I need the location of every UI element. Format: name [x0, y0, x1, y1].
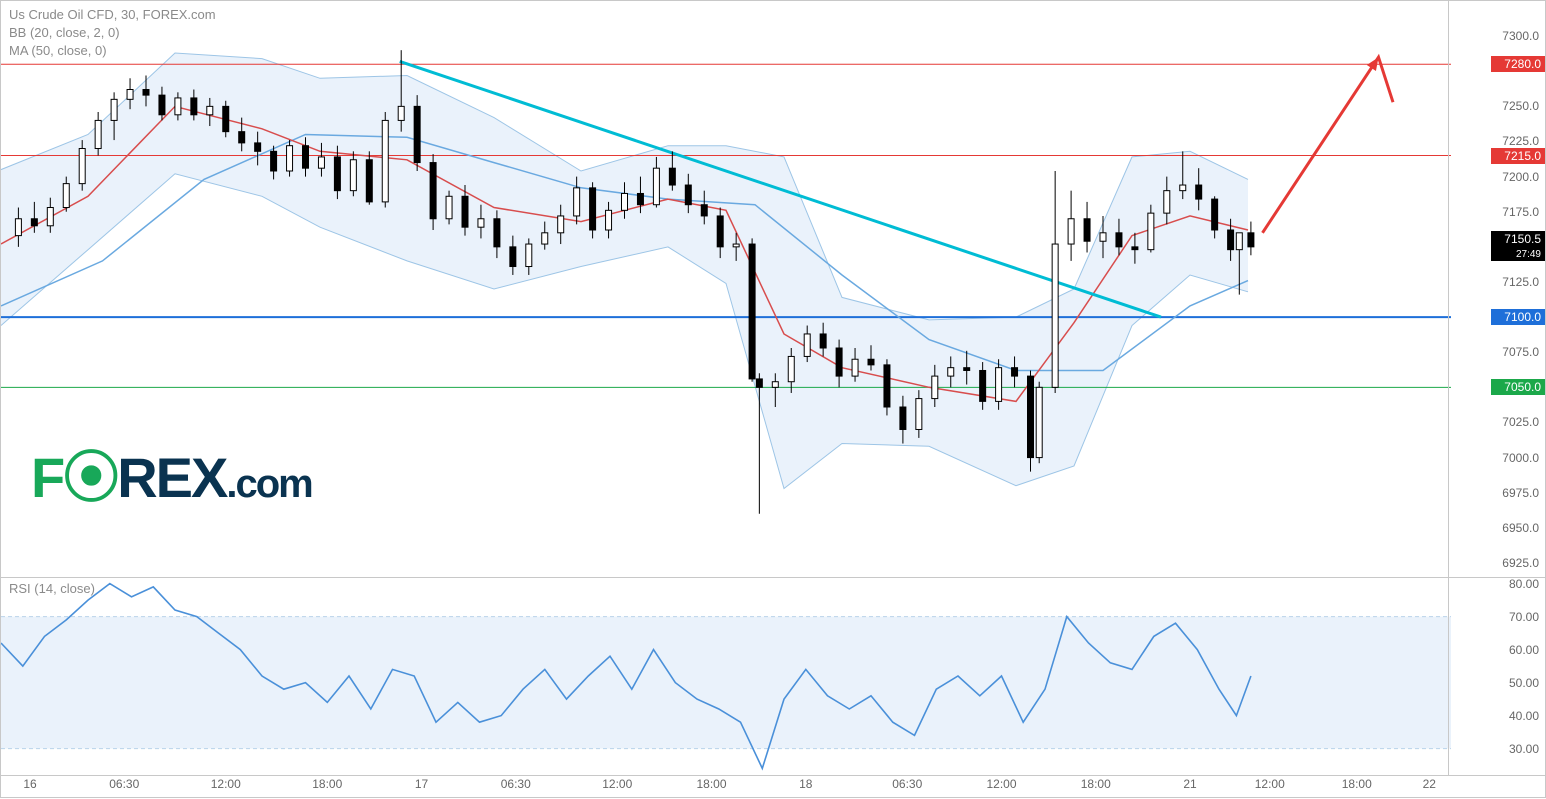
price-tick: 6975.0 — [1502, 486, 1539, 500]
time-tick: 12:00 — [211, 777, 241, 791]
price-tick: 7075.0 — [1502, 345, 1539, 359]
rsi-yaxis: 30.00 40.00 50.00 60.00 70.00 80.00 — [1448, 577, 1545, 775]
rsi-tick: 60.00 — [1509, 643, 1539, 657]
time-tick: 21 — [1183, 777, 1196, 791]
time-axis: 16 06:30 12:00 18:00 17 06:30 12:00 18:00 18 06:3… — [1, 775, 1545, 799]
price-panel[interactable]: Us Crude Oil CFD, 30, FOREX.com BB (20, … — [1, 1, 1545, 578]
time-tick: 18:00 — [1081, 777, 1111, 791]
price-tick: 7200.0 — [1502, 170, 1539, 184]
price-tick: 7175.0 — [1502, 205, 1539, 219]
forex-logo: F⦿REX.com — [31, 433, 312, 514]
time-tick: 16 — [23, 777, 36, 791]
price-yaxis: 6925.0 6950.0 6975.0 7000.0 7025.0 7050.0 7075… — [1448, 1, 1545, 577]
time-tick: 18:00 — [1342, 777, 1372, 791]
price-tick: 7225.0 — [1502, 134, 1539, 148]
time-tick: 12:00 — [1255, 777, 1285, 791]
rsi-tick: 40.00 — [1509, 709, 1539, 723]
time-tick: 06:30 — [892, 777, 922, 791]
price-level-badge: 7215.0 — [1491, 148, 1545, 164]
price-tick: 7000.0 — [1502, 451, 1539, 465]
price-level-badge: 7100.0 — [1491, 309, 1545, 325]
time-tick: 06:30 — [501, 777, 531, 791]
time-tick: 12:00 — [986, 777, 1016, 791]
rsi-svg — [1, 577, 1451, 775]
rsi-tick: 70.00 — [1509, 610, 1539, 624]
time-tick: 06:30 — [109, 777, 139, 791]
price-tick: 6950.0 — [1502, 521, 1539, 535]
time-tick: 18:00 — [696, 777, 726, 791]
rsi-tick: 80.00 — [1509, 577, 1539, 591]
rsi-panel[interactable]: RSI (14, close) 30.00 40.00 50.00 60.00 70.0… — [1, 577, 1545, 776]
price-tick: 7250.0 — [1502, 99, 1539, 113]
rsi-tick: 30.00 — [1509, 742, 1539, 756]
price-tick: 7025.0 — [1502, 415, 1539, 429]
price-tick: 7125.0 — [1502, 275, 1539, 289]
time-tick: 18:00 — [312, 777, 342, 791]
price-level-badge: 7280.0 — [1491, 56, 1545, 72]
price-tick: 7300.0 — [1502, 29, 1539, 43]
last-price-badge: 7150.527:49 — [1491, 231, 1545, 261]
time-tick: 18 — [799, 777, 812, 791]
rsi-plot[interactable]: RSI (14, close) — [1, 577, 1449, 775]
rsi-tick: 50.00 — [1509, 676, 1539, 690]
price-plot[interactable]: Us Crude Oil CFD, 30, FOREX.com BB (20, … — [1, 1, 1449, 577]
price-level-badge: 7050.0 — [1491, 379, 1545, 395]
time-tick: 12:00 — [602, 777, 632, 791]
time-tick: 17 — [415, 777, 428, 791]
chart-root: Us Crude Oil CFD, 30, FOREX.com BB (20, … — [0, 0, 1546, 798]
time-tick: 22 — [1423, 777, 1436, 791]
price-tick: 6925.0 — [1502, 556, 1539, 570]
